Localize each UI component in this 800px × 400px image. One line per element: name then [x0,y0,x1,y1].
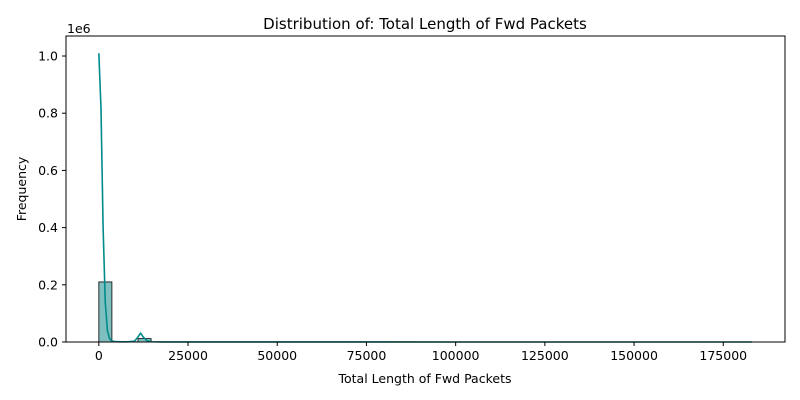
y-tick-label: 0.6 [38,163,58,178]
x-tick-label: 75000 [347,348,387,363]
x-tick-label: 50000 [257,348,297,363]
y-tick-label: 0.0 [38,335,58,350]
y-tick-label: 1.0 [38,49,58,64]
x-tick-label: 25000 [168,348,208,363]
y-axis-label: Frequency [14,156,29,221]
y-tick-label: 0.2 [38,277,58,292]
x-tick-label: 0 [95,348,103,363]
y-tick-label: 0.8 [38,106,58,121]
x-axis-label: Total Length of Fwd Packets [337,371,511,386]
y-axis-ticks: 0.0 0.2 0.4 0.6 0.8 1.0 [38,49,66,350]
x-tick-label: 100000 [432,348,480,363]
y-offset-label: 1e6 [67,21,91,36]
x-tick-label: 175000 [699,348,747,363]
y-tick-label: 0.4 [38,220,58,235]
x-tick-label: 150000 [610,348,658,363]
x-axis-ticks: 0 25000 50000 75000 100000 125000 150000 175000 [95,342,747,363]
x-tick-label: 125000 [521,348,569,363]
plot-frame [65,35,786,343]
chart-title: Distribution of: Total Length of Fwd Pac… [263,15,587,33]
